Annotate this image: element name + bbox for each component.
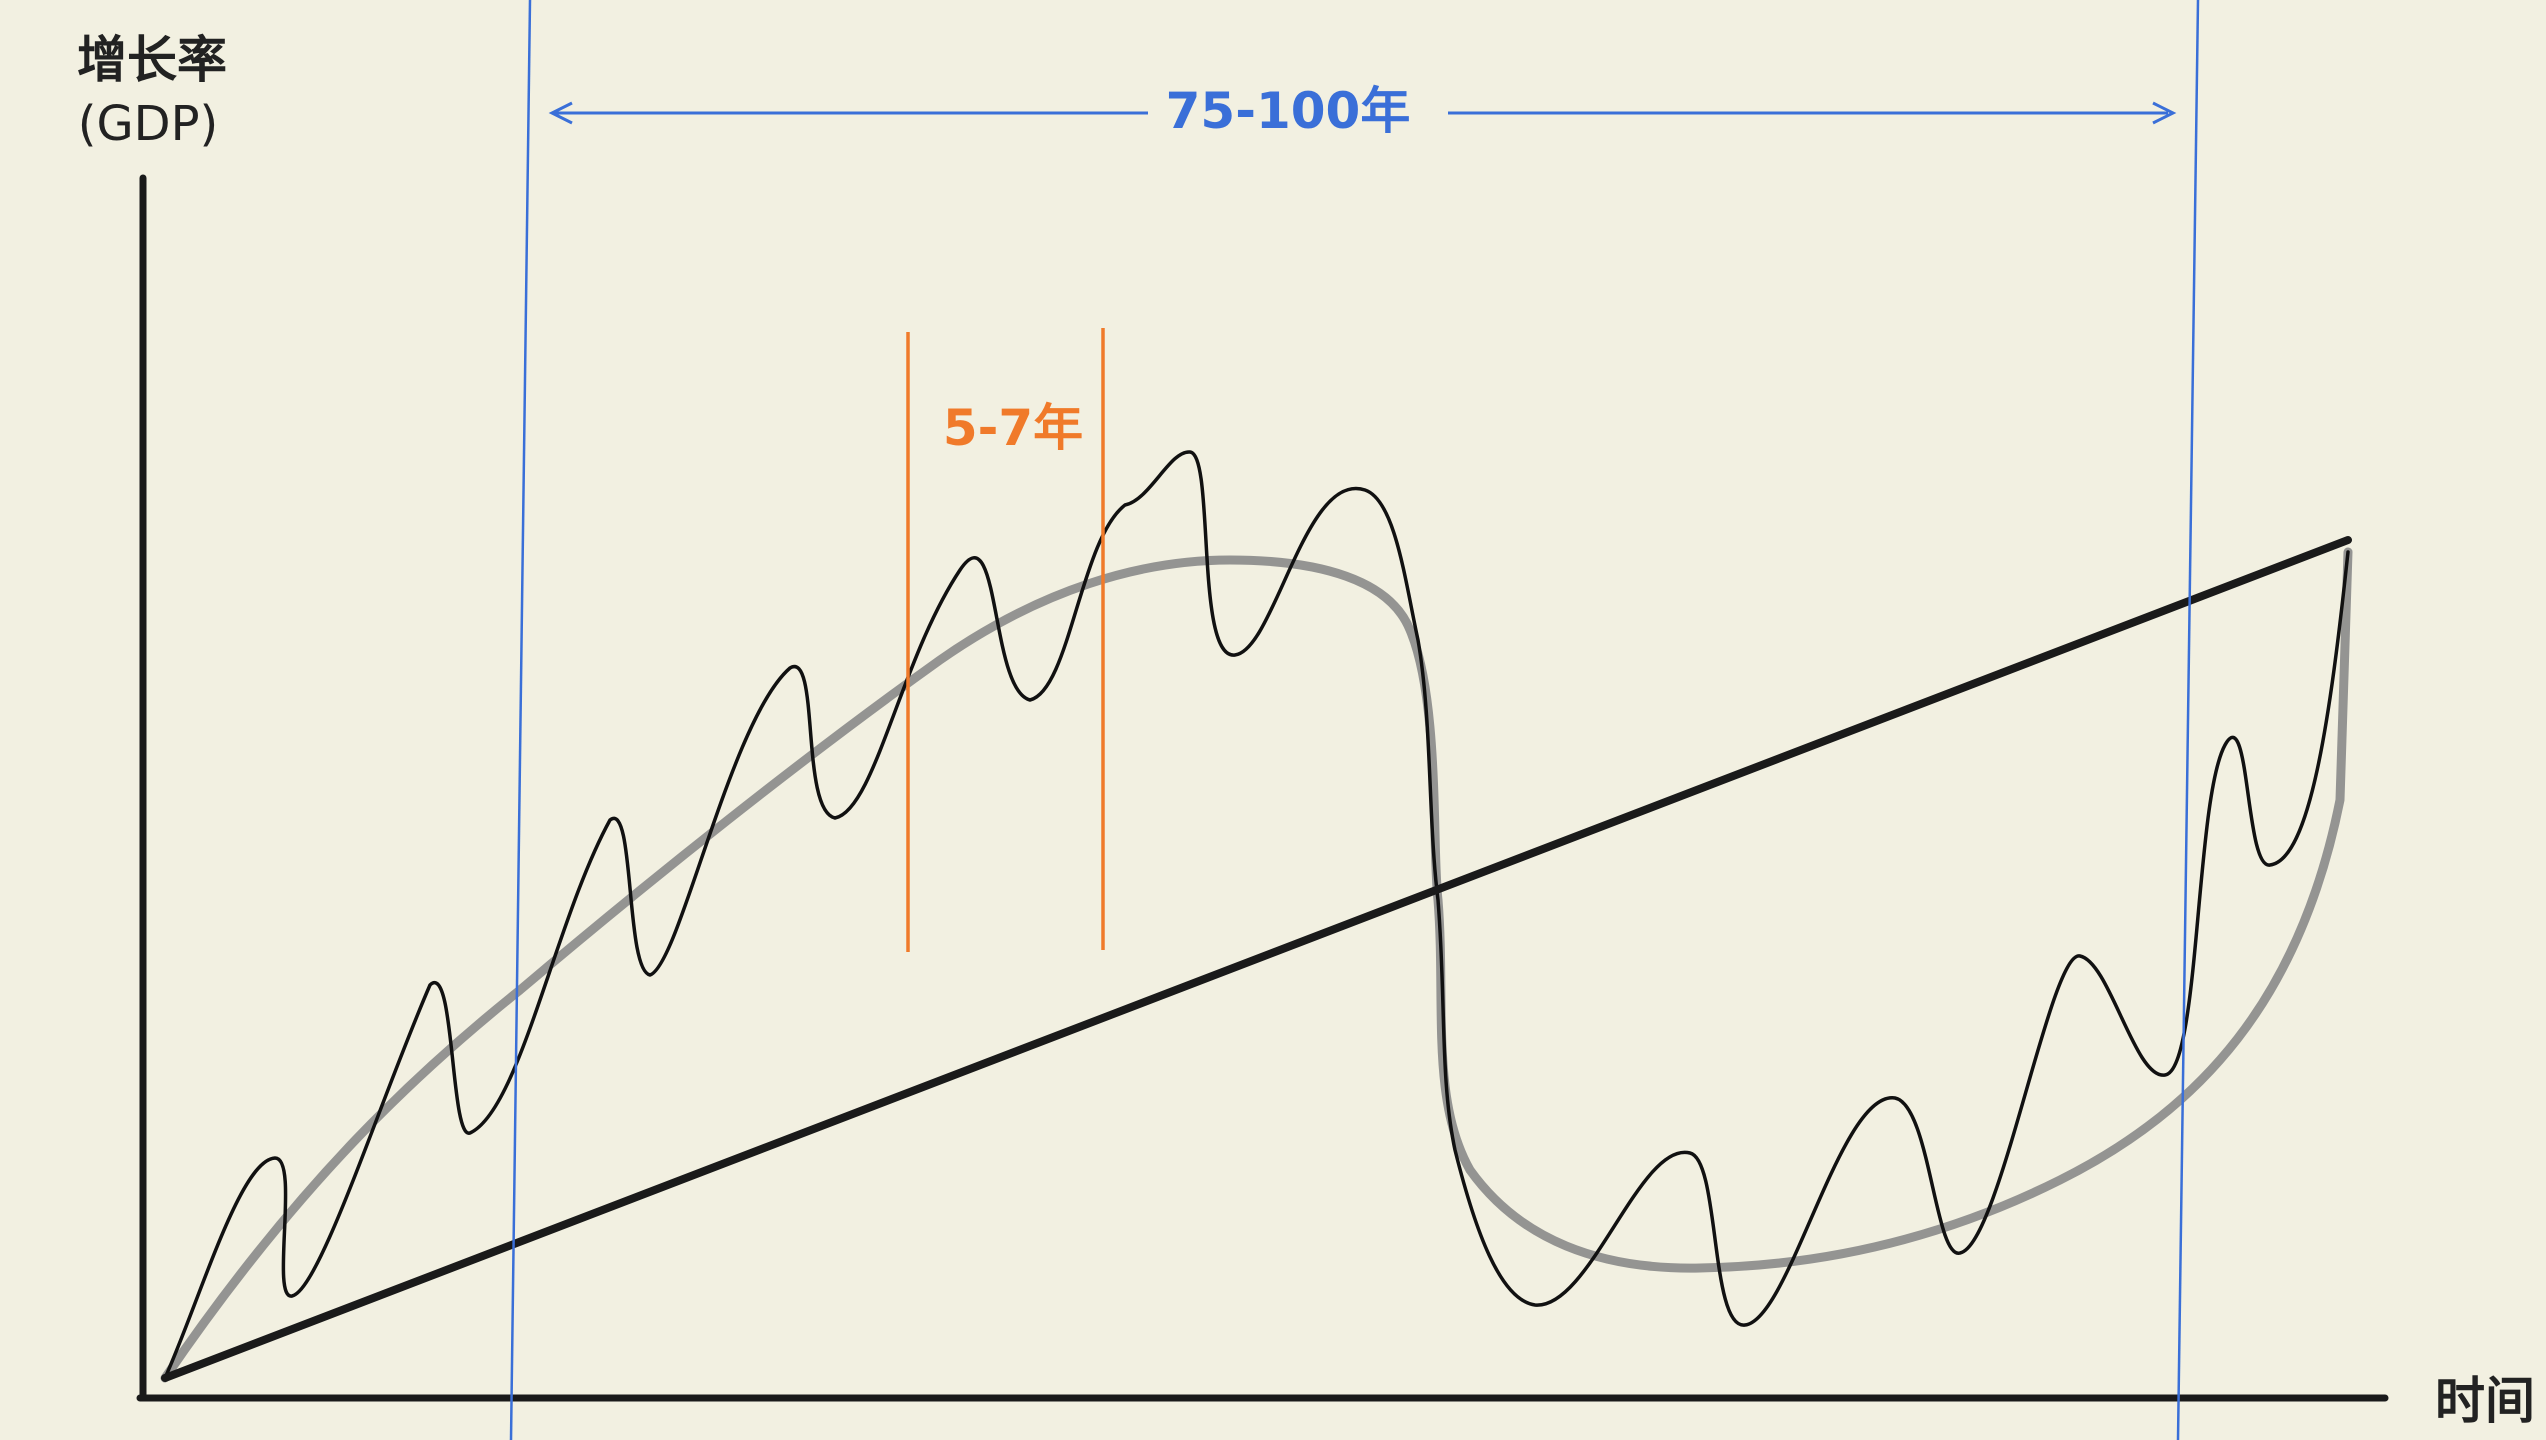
long-cycle-left-boundary — [509, 0, 532, 1440]
trend-line — [161, 536, 2352, 1382]
long-cycle-right-boundary — [2176, 0, 2200, 1440]
long-cycle-arrowhead-right — [2152, 101, 2177, 125]
long-cycle-arrowhead-left — [548, 101, 573, 125]
x-axis-label: 时间 — [2435, 1372, 2535, 1430]
short-cycle-label: 5-7年 — [943, 399, 1083, 457]
short-wave-curve — [163, 450, 2350, 1380]
long-cycle-label: 75-100年 — [1166, 82, 1411, 140]
y-axis-label-line2: (GDP) — [78, 96, 219, 152]
long-wave-curve — [160, 547, 2353, 1383]
y-axis-label-line1: 增长率 — [77, 31, 227, 89]
